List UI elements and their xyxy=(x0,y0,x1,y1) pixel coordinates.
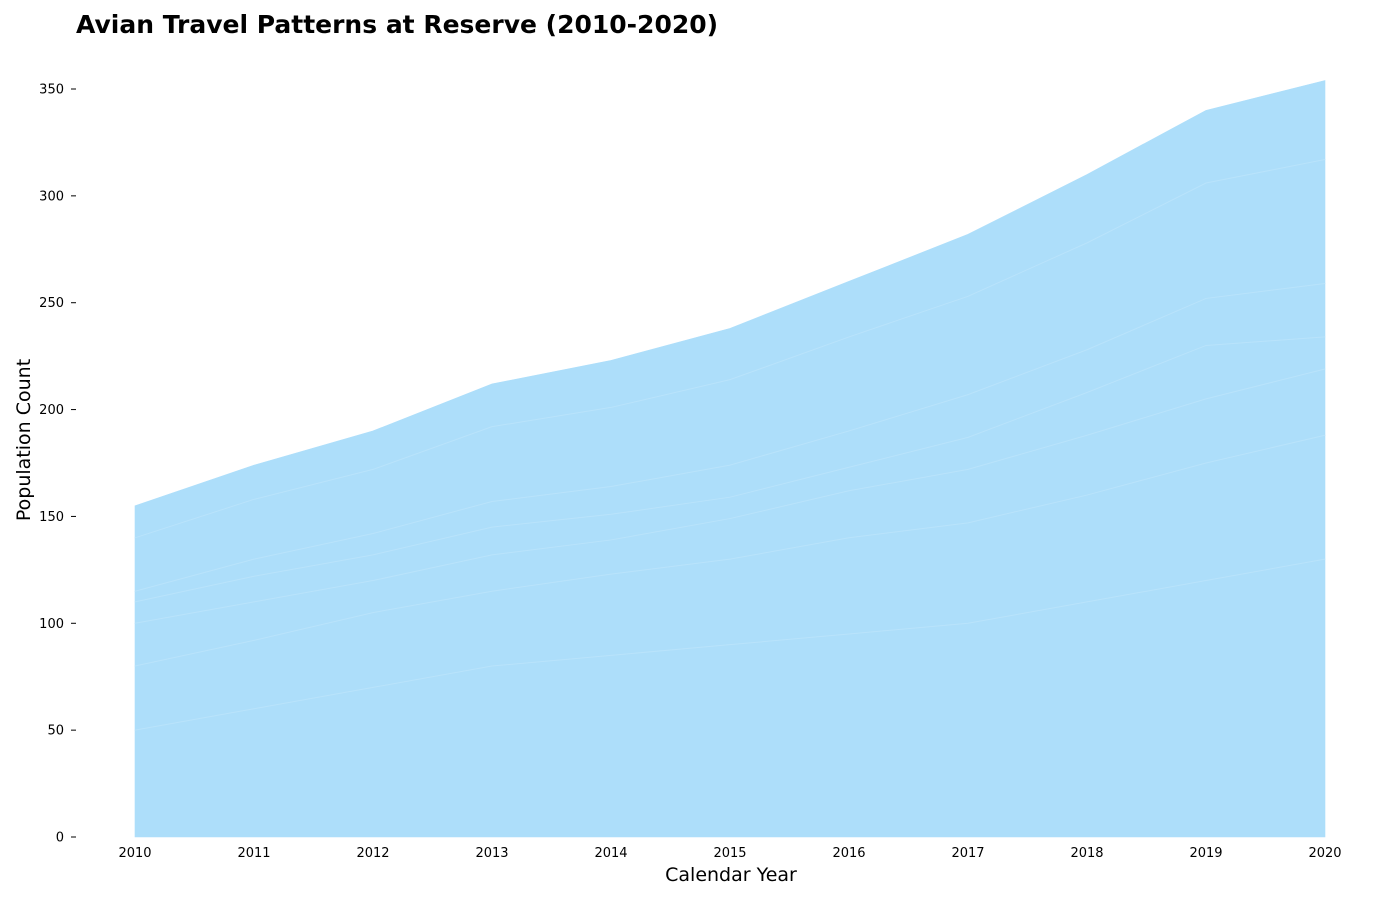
y-axis-title: Population Count xyxy=(13,359,35,521)
series-boundary-line xyxy=(134,282,1326,592)
y-tick-label: 300 xyxy=(39,189,64,204)
y-tick-label: 0 xyxy=(56,831,64,846)
series-boundary-line xyxy=(134,434,1326,667)
x-tick-label: 2018 xyxy=(1070,846,1103,861)
stacked-areas xyxy=(134,80,1326,838)
series-boundary-line xyxy=(134,558,1326,731)
y-tick-label: 100 xyxy=(39,617,64,632)
x-tick-label: 2015 xyxy=(713,846,746,861)
series-boundaries xyxy=(134,159,1326,731)
y-tick-label: 50 xyxy=(47,724,64,739)
x-axis: 2010 2011 2012 2013 2014 2015 2016 2017 2018 2019… xyxy=(118,846,1341,861)
x-tick-label: 2017 xyxy=(951,846,984,861)
x-tick-label: 2014 xyxy=(594,846,627,861)
y-tick-label: 200 xyxy=(39,403,64,418)
y-tick-label: 350 xyxy=(39,83,64,98)
y-axis: 0 50 100 150 200 250 300 350 xyxy=(39,83,76,846)
x-tick-label: 2013 xyxy=(475,846,508,861)
chart-title: Avian Travel Patterns at Reserve (2010-2… xyxy=(76,10,719,39)
x-tick-label: 2010 xyxy=(118,846,151,861)
x-tick-label: 2011 xyxy=(237,846,270,861)
series-boundary-line xyxy=(134,368,1326,624)
x-tick-label: 2020 xyxy=(1308,846,1341,861)
y-tick-label: 250 xyxy=(39,296,64,311)
y-tick-label: 150 xyxy=(39,510,64,525)
x-axis-title: Calendar Year xyxy=(665,864,797,886)
series-boundary-line xyxy=(134,336,1326,603)
x-tick-label: 2019 xyxy=(1189,846,1222,861)
x-tick-label: 2012 xyxy=(356,846,389,861)
x-tick-label: 2016 xyxy=(832,846,865,861)
series-boundary-line xyxy=(134,159,1326,539)
